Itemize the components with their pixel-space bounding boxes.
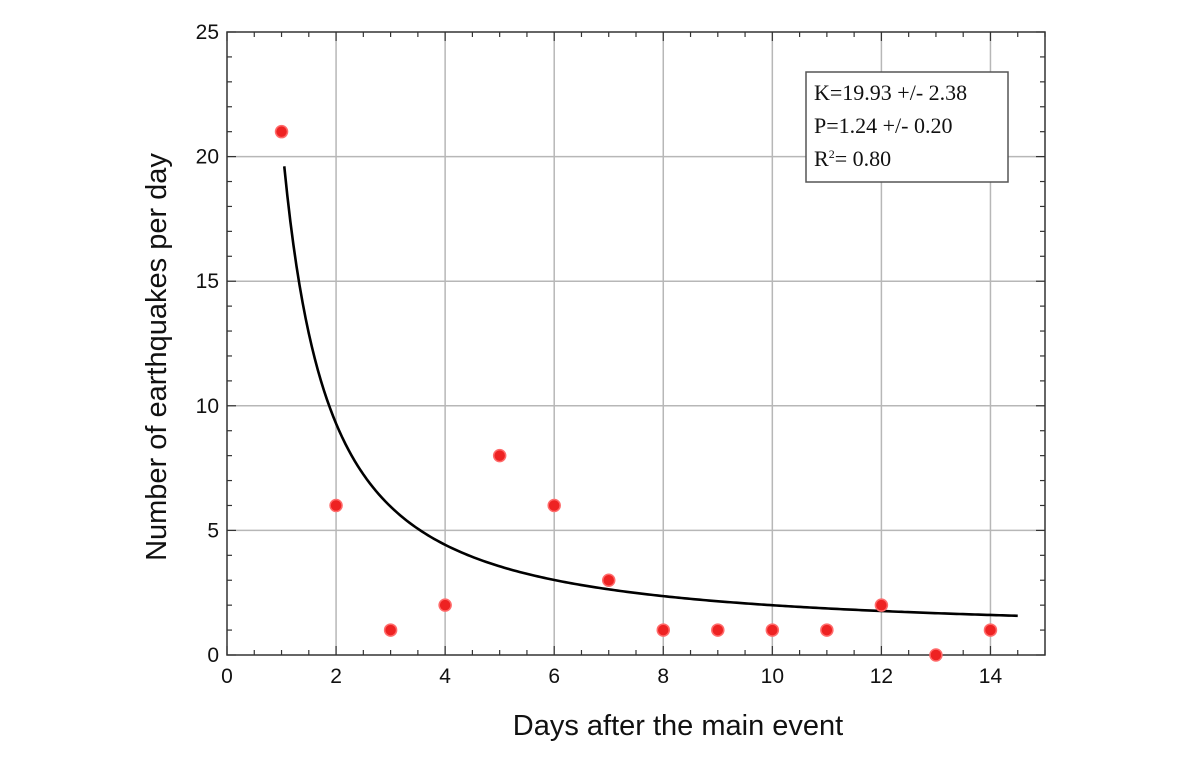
stat-p: P=1.24 +/- 0.20: [814, 113, 953, 138]
y-tick-label: 0: [207, 644, 219, 667]
y-tick-label: 20: [196, 146, 219, 169]
data-point: [874, 598, 889, 612]
stat-r2-rest: = 0.80: [835, 146, 891, 171]
x-tick-label: 14: [979, 665, 1003, 688]
x-tick-label: 4: [439, 665, 451, 688]
x-tick-label: 8: [657, 665, 669, 688]
data-point: [983, 623, 998, 637]
data-point: [547, 498, 561, 513]
data-point: [656, 623, 671, 637]
x-axis-title: Days after the main event: [513, 710, 843, 742]
fit-stats-box: K=19.93 +/- 2.38 P=1.24 +/- 0.20 R2= 0.8…: [805, 71, 1009, 183]
stat-r2-base: R: [814, 146, 829, 171]
y-tick-label: 25: [196, 21, 219, 44]
data-point: [492, 448, 507, 463]
x-tick-label: 10: [761, 665, 784, 688]
stat-k: K=19.93 +/- 2.38: [814, 80, 967, 105]
axis-ticks: [226, 31, 1046, 656]
tick-labels: 0 2 4 6 8 10 12 14 0 5 10 15 20 25: [196, 21, 1003, 688]
fit-stats-frame: [805, 71, 1009, 183]
data-points: [274, 124, 998, 662]
data-point: [274, 124, 289, 139]
data-point: [383, 623, 398, 637]
y-tick-label: 10: [196, 395, 219, 418]
data-point: [711, 623, 725, 637]
data-point: [438, 598, 452, 612]
fit-curve: [282, 166, 1018, 618]
x-tick-label: 2: [330, 665, 342, 688]
y-axis-title: Number of earthquakes per day: [141, 153, 173, 561]
data-point: [820, 623, 834, 637]
x-tick-label: 6: [548, 665, 560, 688]
y-tick-label: 15: [196, 270, 219, 293]
x-tick-label: 12: [870, 665, 893, 688]
stat-r2: R2= 0.80: [814, 146, 891, 171]
stat-r2-sup: 2: [829, 147, 835, 161]
data-point: [929, 648, 943, 662]
data-point: [765, 623, 780, 637]
data-point: [601, 573, 616, 587]
y-tick-label: 5: [207, 519, 219, 542]
data-point: [329, 498, 343, 513]
x-tick-label: 0: [221, 665, 233, 688]
